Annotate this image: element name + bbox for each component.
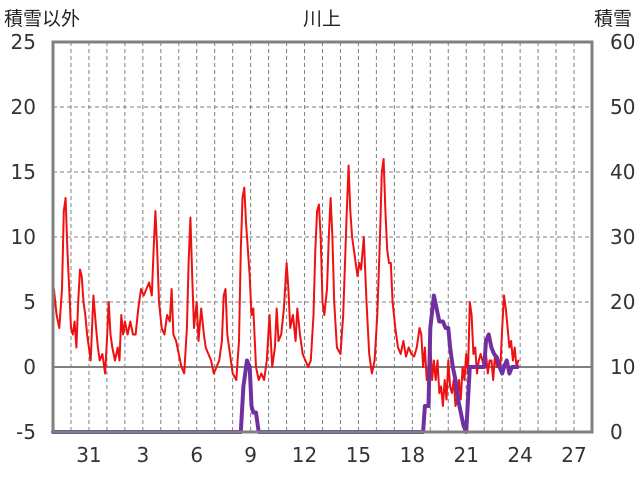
right-axis-title: 積雪 [594,8,632,30]
y-left-tick-label: -5 [16,420,36,444]
x-tick-label: 24 [507,443,532,467]
temperature-series-line [52,158,520,407]
x-tick-label: 3 [136,443,149,467]
y-right-tick-label: 40 [610,160,635,184]
x-tick-label: 12 [292,443,317,467]
x-tick-label: 27 [561,443,586,467]
y-right-tick-label: 0 [610,420,623,444]
x-tick-label: 21 [454,443,479,467]
y-right-tick-label: 20 [610,290,635,314]
plot-frame [51,40,594,434]
x-tick-label: 6 [190,443,203,467]
left-axis-title: 積雪以外 [4,8,80,30]
snow-depth-series-line [51,293,520,434]
y-left-tick-label: 5 [23,290,36,314]
y-left-tick-label: 10 [11,225,36,249]
x-tick-label: 15 [346,443,371,467]
y-right-tick-label: 50 [610,95,635,119]
chart-title: 川上 [303,8,341,30]
y-left-tick-label: 20 [11,95,36,119]
x-tick-label: 9 [244,443,257,467]
y-left-tick-label: 0 [23,355,36,379]
y-left-tick-label: 25 [11,30,36,54]
x-tick-label: 18 [400,443,425,467]
y-right-tick-label: 30 [610,225,635,249]
y-right-tick-label: 60 [610,30,635,54]
x-tick-label: 31 [76,443,101,467]
y-right-tick-label: 10 [610,355,635,379]
series-layer [51,158,520,434]
y-left-tick-label: 15 [11,160,36,184]
